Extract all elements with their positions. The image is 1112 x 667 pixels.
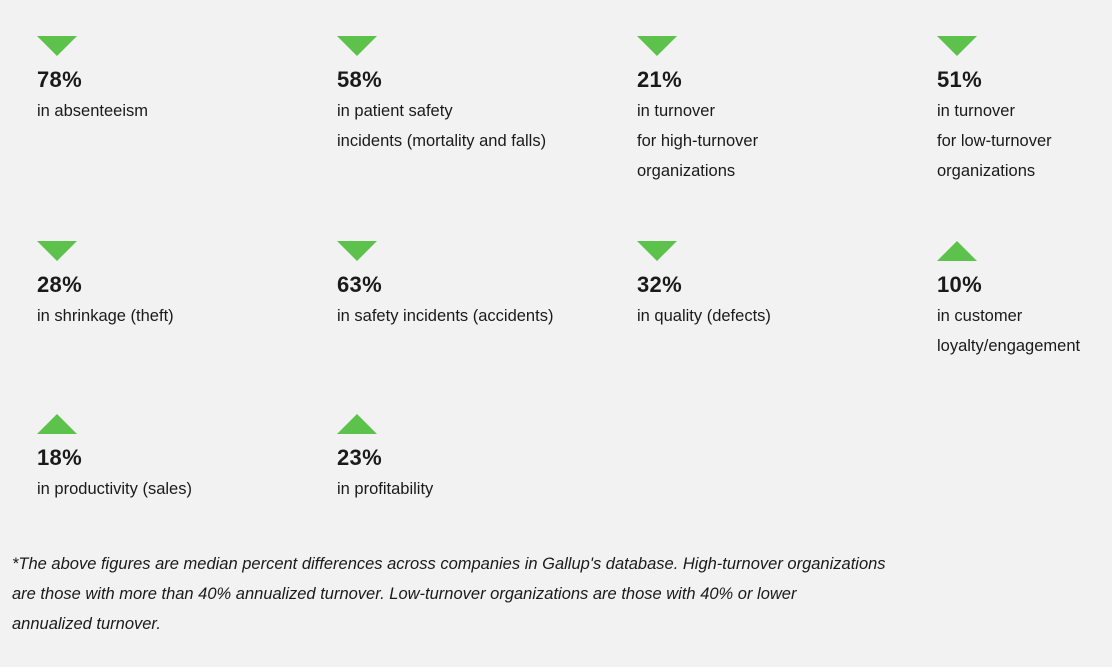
stat-description: in turnover for high-turnover organizati… [637, 96, 917, 186]
stat-description: in absenteeism [37, 96, 317, 126]
stat-description-line: incidents (mortality and falls) [337, 132, 547, 150]
arrow-up-icon [937, 241, 977, 261]
arrow-down-icon [337, 36, 377, 56]
stat-description-line: in quality (defects) [637, 307, 771, 325]
stat-value: 63% [337, 272, 382, 297]
stat-value: 10% [937, 272, 982, 297]
stat-value: 23% [337, 445, 382, 470]
stat-description-line: in absenteeism [37, 102, 148, 120]
arrow-up-icon [37, 414, 77, 434]
stat-value: 78% [37, 67, 82, 92]
stat-description: in customer loyalty/engagement [937, 301, 1107, 361]
stat-description-line: loyalty/engagement [937, 337, 1081, 355]
stat-description-line: in safety incidents (accidents) [337, 307, 554, 325]
arrow-up-icon [337, 414, 377, 434]
footnote-line: are those with more than 40% annualized … [12, 585, 797, 603]
stat-description: in safety incidents (accidents) [337, 301, 617, 331]
stat-shrinkage: 28% in shrinkage (theft) [37, 241, 317, 331]
arrow-down-icon [637, 36, 677, 56]
stat-description-line: organizations [937, 162, 1036, 180]
stat-value: 18% [37, 445, 82, 470]
stat-description: in quality (defects) [637, 301, 917, 331]
stat-description-line: for high-turnover [637, 132, 759, 150]
stat-description: in productivity (sales) [37, 474, 317, 504]
stat-description-line: for low-turnover [937, 132, 1052, 150]
stat-safety-incidents: 63% in safety incidents (accidents) [337, 241, 617, 331]
stat-value: 21% [637, 67, 682, 92]
stat-description-line: in patient safety [337, 102, 453, 120]
arrow-down-icon [937, 36, 977, 56]
stat-description-line: organizations [637, 162, 736, 180]
stat-description-line: in productivity (sales) [37, 480, 192, 498]
footnote: *The above figures are median percent di… [12, 549, 1012, 639]
stat-productivity: 18% in productivity (sales) [37, 414, 317, 504]
stat-description: in patient safety incidents (mortality a… [337, 96, 617, 156]
stat-description: in turnover for low-turnover organizatio… [937, 96, 1107, 186]
stat-patient-safety: 58% in patient safety incidents (mortali… [337, 36, 617, 156]
stat-description-line: in customer [937, 307, 1023, 325]
arrow-down-icon [637, 241, 677, 261]
footnote-line: annualized turnover. [12, 615, 161, 633]
stat-profitability: 23% in profitability [337, 414, 617, 504]
stat-value: 58% [337, 67, 382, 92]
arrow-down-icon [37, 36, 77, 56]
stat-description-line: in profitability [337, 480, 434, 498]
stat-description-line: in shrinkage (theft) [37, 307, 174, 325]
stat-high-turnover: 21% in turnover for high-turnover organi… [637, 36, 917, 186]
stat-value: 51% [937, 67, 982, 92]
stat-description: in profitability [337, 474, 617, 504]
arrow-down-icon [37, 241, 77, 261]
stat-absenteeism: 78% in absenteeism [37, 36, 317, 126]
stat-value: 32% [637, 272, 682, 297]
stat-description: in shrinkage (theft) [37, 301, 317, 331]
stat-low-turnover: 51% in turnover for low-turnover organiz… [937, 36, 1107, 186]
stat-customer-loyalty: 10% in customer loyalty/engagement [937, 241, 1107, 361]
stat-description-line: in turnover [937, 102, 1015, 120]
stat-value: 28% [37, 272, 82, 297]
stat-description-line: in turnover [637, 102, 715, 120]
arrow-down-icon [337, 241, 377, 261]
stat-quality: 32% in quality (defects) [637, 241, 917, 331]
footnote-line: *The above figures are median percent di… [12, 555, 886, 573]
